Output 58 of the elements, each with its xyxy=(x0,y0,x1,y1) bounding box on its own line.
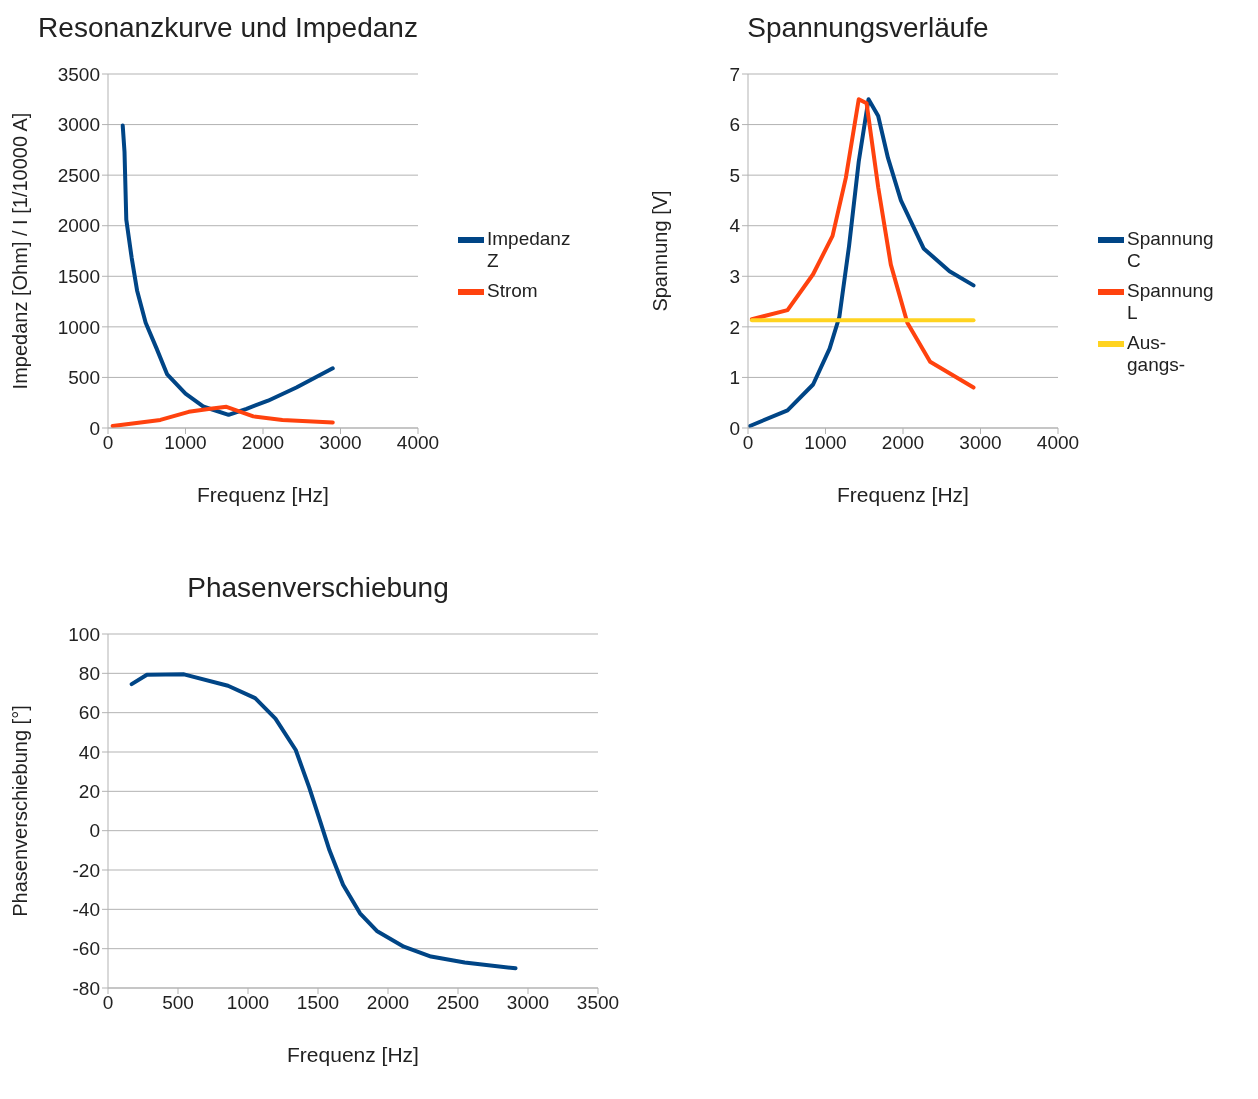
y-axis-title: Spannung [V] xyxy=(649,190,672,312)
y-tick-label: 2 xyxy=(729,316,740,338)
legend-label: Spannung C xyxy=(1127,228,1215,272)
y-tick-label: 3000 xyxy=(57,114,100,136)
y-tick-label: 500 xyxy=(68,367,100,389)
y-tick-label: -80 xyxy=(72,977,100,999)
x-tick-label: 2000 xyxy=(881,432,925,454)
legend-label: Aus- gangs- xyxy=(1127,332,1187,376)
x-tick-label: 3000 xyxy=(959,432,1002,454)
y-tick-label: 1000 xyxy=(57,316,100,338)
x-tick-label: 3000 xyxy=(506,992,550,1014)
y-tick-label: 7 xyxy=(729,63,740,85)
legend-label: Strom xyxy=(487,280,539,302)
y-tick-label: 4 xyxy=(729,215,741,237)
y-tick-label: 6 xyxy=(729,114,740,136)
y-tick-label: 0 xyxy=(89,417,100,439)
y-tick-label: 20 xyxy=(78,781,100,803)
y-tick-label: 3500 xyxy=(57,63,100,85)
chart-title: Resonanzkurve und Impedanz xyxy=(37,12,419,44)
x-tick-label: 1000 xyxy=(226,992,270,1014)
legend-label: Impedanz Z xyxy=(487,228,572,272)
x-tick-label: 1000 xyxy=(164,432,207,454)
y-axis-title: Impedanz [Ohm] / I [1/10000 A] xyxy=(9,112,32,390)
x-axis-title: Frequenz [Hz] xyxy=(197,483,329,506)
y-tick-label: 100 xyxy=(68,623,100,645)
y-tick-label: 60 xyxy=(78,702,100,724)
y-tick-label: 40 xyxy=(78,741,100,763)
line-series xyxy=(129,672,518,971)
y-axis-title: Phasenverschiebung [°] xyxy=(9,705,32,917)
x-tick-label: 2000 xyxy=(366,992,410,1014)
x-tick-label: 2500 xyxy=(436,992,480,1014)
y-tick-label: 2000 xyxy=(57,215,100,237)
legend-label: Spannung L xyxy=(1127,280,1215,324)
y-tick-label: 0 xyxy=(729,417,740,439)
y-tick-label: 0 xyxy=(89,820,100,842)
line-series xyxy=(110,404,335,428)
y-tick-label: -20 xyxy=(72,859,100,881)
x-tick-label: 1500 xyxy=(296,992,340,1014)
x-tick-label: 3000 xyxy=(319,432,362,454)
y-tick-label: 80 xyxy=(78,663,100,685)
chart-title: Phasenverschiebung xyxy=(186,572,450,604)
x-axis-title: Frequenz [Hz] xyxy=(837,483,969,506)
x-tick-label: 500 xyxy=(162,992,194,1014)
x-tick-label: 4000 xyxy=(1036,432,1080,454)
x-axis-title: Frequenz [Hz] xyxy=(287,1043,419,1066)
y-tick-label: -40 xyxy=(72,899,100,921)
line-series xyxy=(120,123,335,417)
y-tick-label: 1500 xyxy=(57,266,100,288)
y-tick-label: 1 xyxy=(729,367,740,389)
chart-title: Spannungsverläufe xyxy=(746,12,990,44)
y-tick-label: 5 xyxy=(729,164,740,186)
x-tick-label: 3500 xyxy=(576,992,620,1014)
x-tick-label: 4000 xyxy=(396,432,440,454)
y-tick-label: 3 xyxy=(729,266,740,288)
y-tick-label: -60 xyxy=(72,938,100,960)
y-tick-label: 2500 xyxy=(57,164,100,186)
x-tick-label: 1000 xyxy=(804,432,847,454)
x-tick-label: 2000 xyxy=(241,432,285,454)
